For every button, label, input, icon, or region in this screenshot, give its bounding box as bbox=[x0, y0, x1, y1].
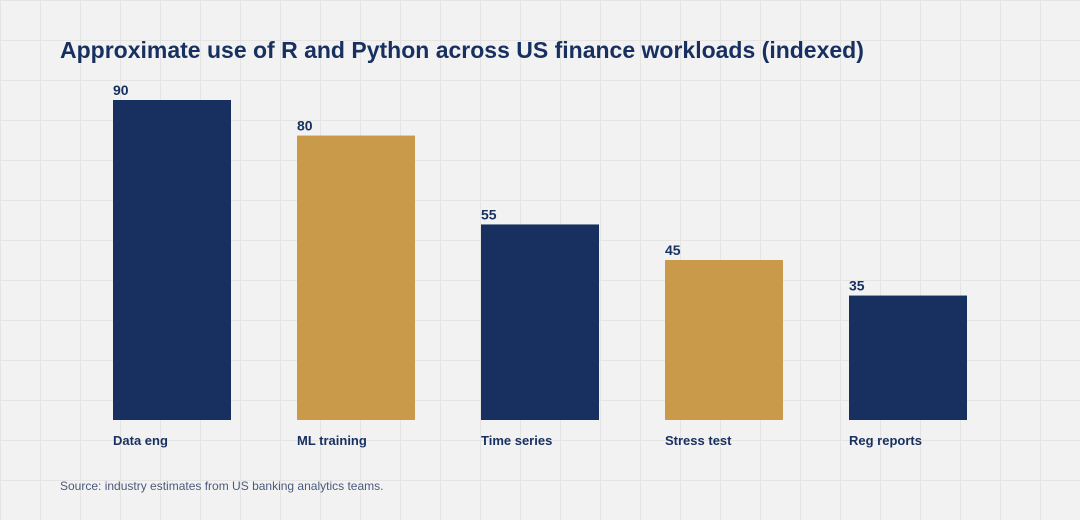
chart-title: Approximate use of R and Python across U… bbox=[60, 37, 864, 63]
category-label-ml-training: ML training bbox=[297, 433, 367, 448]
category-label-time-series: Time series bbox=[481, 433, 552, 448]
bar-ml-training bbox=[297, 135, 415, 421]
bar-value-label-time-series: 55 bbox=[481, 206, 497, 222]
bar-value-label-stress-test: 45 bbox=[665, 242, 681, 258]
bar-value-label-ml-training: 80 bbox=[297, 118, 313, 134]
bar-time-series bbox=[481, 224, 599, 420]
category-label-stress-test: Stress test bbox=[665, 433, 732, 448]
bar-value-label-reg-reports: 35 bbox=[849, 278, 865, 294]
bar-stress-test bbox=[665, 260, 783, 420]
category-label-reg-reports: Reg reports bbox=[849, 433, 922, 448]
source-note: Source: industry estimates from US banki… bbox=[60, 479, 384, 493]
bar-reg-reports bbox=[849, 295, 967, 420]
bar-data-eng bbox=[113, 100, 231, 420]
category-label-data-eng: Data eng bbox=[113, 433, 168, 448]
bar-value-label-data-eng: 90 bbox=[113, 82, 129, 98]
